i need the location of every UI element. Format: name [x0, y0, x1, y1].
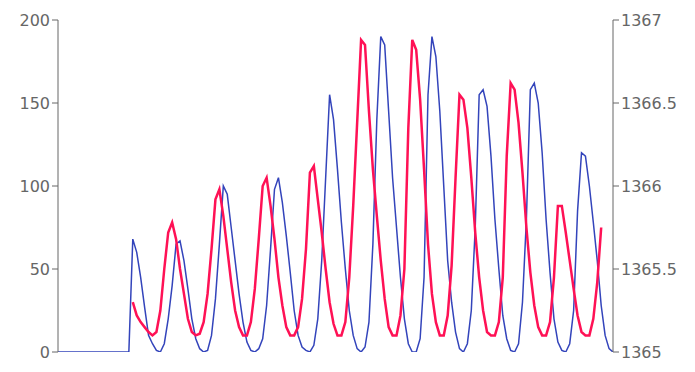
- svg-text:150: 150: [19, 94, 50, 113]
- svg-text:1366.5: 1366.5: [621, 94, 677, 113]
- svg-text:0: 0: [40, 343, 50, 362]
- svg-text:100: 100: [19, 177, 50, 196]
- svg-text:50: 50: [30, 260, 50, 279]
- svg-text:200: 200: [19, 11, 50, 30]
- svg-text:1365.5: 1365.5: [621, 260, 677, 279]
- svg-text:1366: 1366: [621, 177, 662, 196]
- svg-text:1367: 1367: [621, 11, 662, 30]
- svg-text:1365: 1365: [621, 343, 662, 362]
